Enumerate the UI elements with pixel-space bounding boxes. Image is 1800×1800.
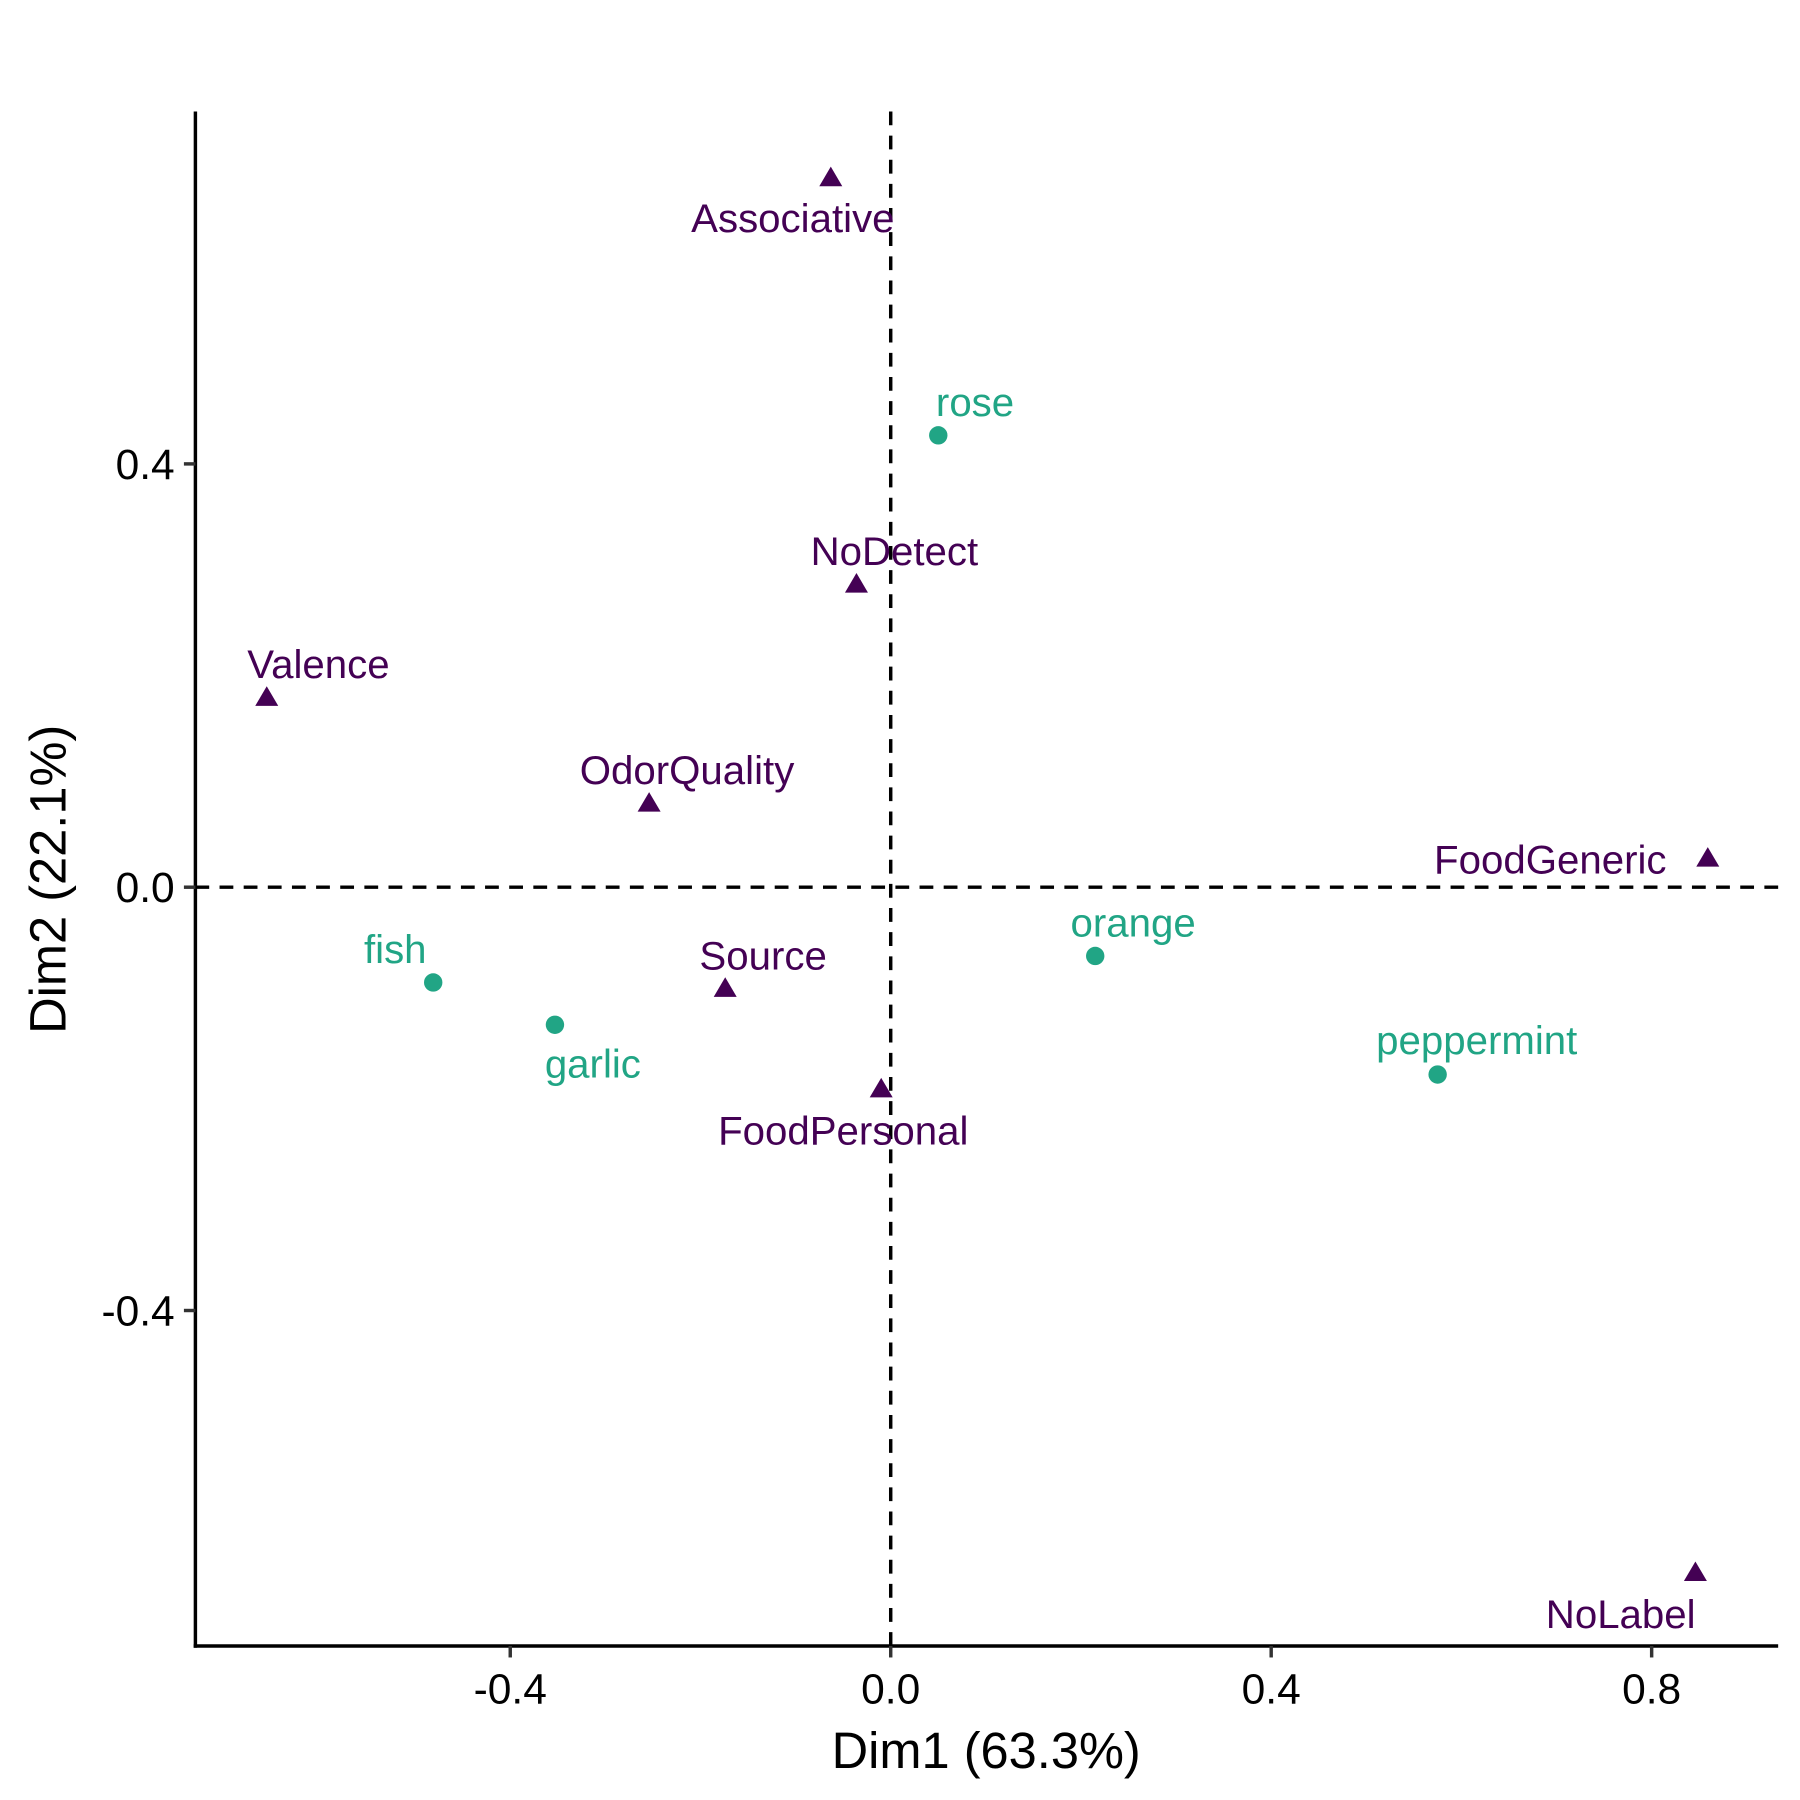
point-triangle: [637, 792, 661, 812]
y-tick-label: 0.4: [116, 442, 175, 489]
point-label: peppermint: [1376, 1018, 1577, 1063]
point-triangle: [1683, 1561, 1707, 1582]
x-tick-label: 0.4: [1242, 1666, 1301, 1713]
point-circle: [929, 426, 948, 445]
point-label: fish: [364, 927, 427, 972]
x-tick-label: 0.0: [861, 1666, 920, 1713]
y-axis-title: Dim2 (22.1%): [20, 725, 77, 1034]
point-label: garlic: [545, 1042, 641, 1087]
y-tick-label: -0.4: [101, 1288, 174, 1335]
x-tick-label: 0.8: [1622, 1666, 1681, 1713]
point-circle: [424, 973, 443, 992]
point-triangle: [819, 166, 843, 187]
point-circle: [1428, 1065, 1447, 1084]
point-label: rose: [936, 380, 1014, 425]
x-axis-title: Dim1 (63.3%): [832, 1722, 1141, 1779]
point-circle: [545, 1015, 565, 1034]
point-triangle: [844, 573, 868, 593]
point-label: Associative: [691, 196, 894, 241]
point-triangle: [713, 977, 737, 997]
point-circle: [1086, 946, 1105, 966]
point-label: NoDetect: [811, 529, 979, 574]
point-label: Source: [699, 933, 826, 978]
point-label: FoodPersonal: [718, 1109, 968, 1154]
point-triangle: [1696, 847, 1720, 867]
point-label: Valence: [247, 642, 389, 687]
point-label: OdorQuality: [580, 748, 795, 793]
point-label: orange: [1071, 900, 1196, 945]
x-tick-label: -0.4: [474, 1666, 547, 1713]
point-triangle: [869, 1077, 893, 1098]
point-label: FoodGeneric: [1434, 838, 1667, 883]
y-tick-label: 0.0: [116, 865, 175, 912]
point-triangle: [255, 686, 279, 706]
point-label: NoLabel: [1546, 1592, 1696, 1637]
